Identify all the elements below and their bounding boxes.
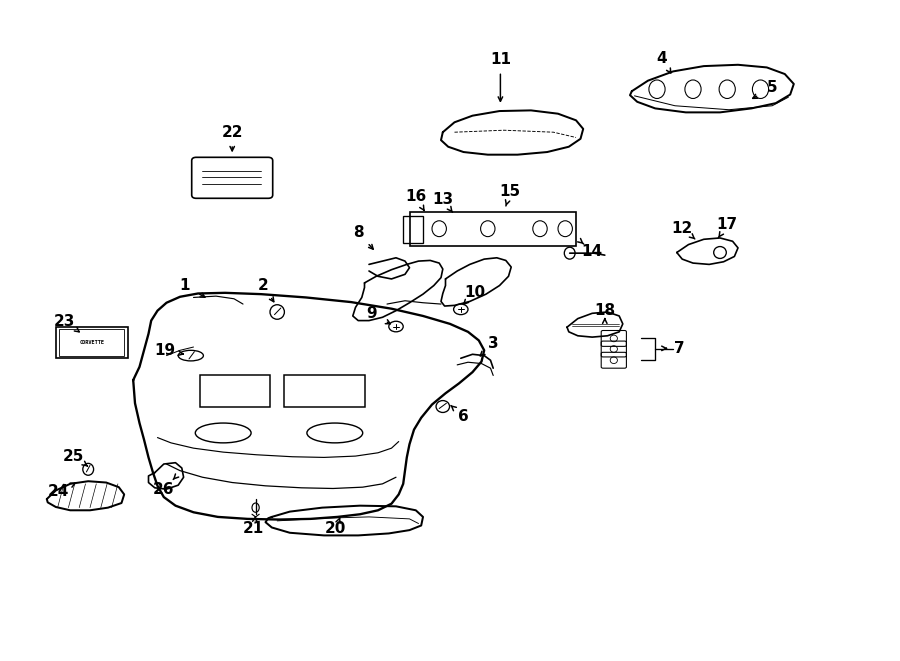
Text: 25: 25 [63,449,85,463]
Text: 18: 18 [594,303,616,318]
Text: 11: 11 [490,52,511,67]
Text: 7: 7 [674,341,685,356]
Text: 1: 1 [179,278,190,293]
Bar [59,329,124,356]
Text: 15: 15 [500,184,521,199]
Text: 20: 20 [325,522,346,536]
Text: 3: 3 [488,336,499,351]
Text: 21: 21 [243,522,265,536]
Bar [56,327,128,358]
Bar [200,375,270,407]
Text: 4: 4 [656,51,667,65]
Text: 24: 24 [48,484,69,498]
Bar [403,216,423,243]
Text: 12: 12 [671,221,693,235]
Text: 2: 2 [257,278,268,293]
Text: 23: 23 [54,314,76,329]
Text: 22: 22 [221,125,243,139]
Text: 16: 16 [405,190,427,204]
Text: 13: 13 [432,192,454,207]
Bar [284,375,364,407]
Bar [410,212,576,246]
Text: 9: 9 [366,307,377,321]
Text: 14: 14 [581,244,603,258]
Text: 8: 8 [353,225,364,240]
Text: CORVETTE: CORVETTE [79,340,104,345]
Text: 26: 26 [153,482,175,496]
Text: 6: 6 [458,409,469,424]
Text: 10: 10 [464,285,486,299]
Text: 5: 5 [767,81,778,95]
Text: 17: 17 [716,217,738,232]
Text: 19: 19 [154,343,176,358]
